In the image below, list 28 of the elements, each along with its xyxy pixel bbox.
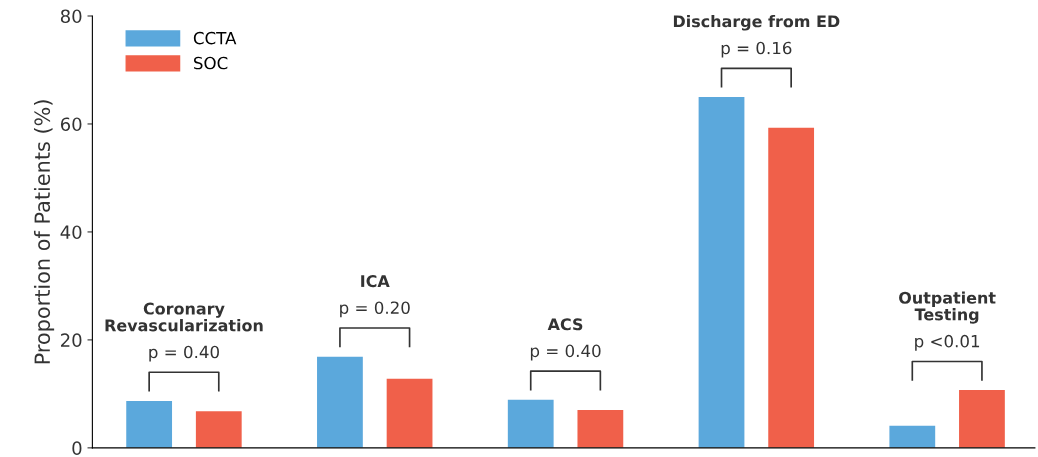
annotation: p = 0.20 (340, 301, 410, 318)
annotation: Outpatient Testing (899, 291, 996, 324)
bar (698, 96, 745, 448)
annotation: p <0.01 (915, 334, 980, 351)
bar (317, 356, 363, 448)
annotation: p = 0.40 (530, 344, 601, 361)
y-tick-label: 0 (72, 441, 82, 455)
bar (768, 127, 815, 448)
bar (507, 399, 554, 448)
bar (959, 390, 1005, 448)
annotation: Discharge from ED (673, 14, 840, 31)
y-tick-label: 20 (61, 333, 82, 348)
annotation: Coronary Revascularization (105, 302, 263, 332)
annotation: p = 0.16 (721, 41, 792, 58)
legend-label: CCTA (193, 31, 237, 45)
bar (126, 400, 173, 448)
bar (889, 425, 936, 448)
annotation: ICA (361, 275, 390, 288)
bar (195, 411, 242, 448)
annotation: p = 0.40 (149, 345, 219, 362)
y-tick-label: 60 (60, 117, 82, 132)
bar (386, 378, 433, 448)
y-tick-label: 40 (60, 225, 82, 240)
y-tick-label: 80 (60, 9, 82, 24)
bar (577, 410, 624, 448)
legend-label: SOC (194, 56, 228, 70)
annotation: ACS (547, 318, 583, 331)
y-axis-title: Proportion of Patients (%) (33, 100, 55, 364)
